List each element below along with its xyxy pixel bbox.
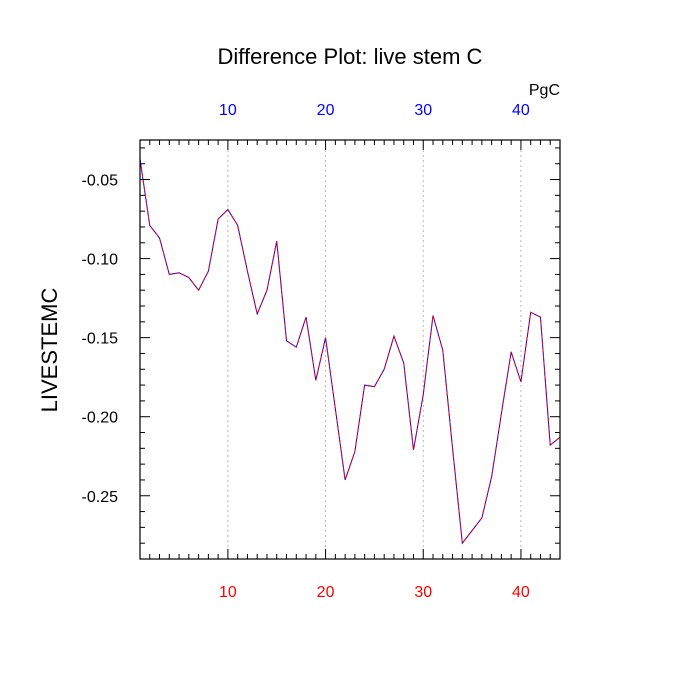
x-tick-label-top: 10 [219,102,237,119]
series-layer [139,158,561,545]
chart-title: Difference Plot: live stem C [218,44,483,69]
y-tick-label: -0.05 [82,173,119,190]
tick-layer [139,140,561,559]
series-line-overlay [139,158,561,545]
top-axis-unit-label: PgC [529,82,560,99]
y-tick-label: -0.25 [82,489,119,506]
x-tick-label-top: 20 [317,102,335,119]
series-line [139,158,561,545]
y-tick-label: -0.15 [82,331,119,348]
plot-frame [139,139,561,560]
x-tick-label-bottom: 30 [414,584,432,601]
x-tick-label-top: 30 [414,102,432,119]
grid-layer [227,140,522,559]
tick-label-layer: 10 20 30 40 10 20 30 40 -0.05 -0.10 -0.15 -0.20 -0.2… [82,102,530,601]
x-tick-label-top: 40 [512,102,530,119]
y-tick-label: -0.20 [82,410,119,427]
x-tick-label-bottom: 10 [219,584,237,601]
x-tick-label-bottom: 40 [512,584,530,601]
y-tick-label: -0.10 [82,252,119,269]
y-axis-label: LIVESTEMC [37,288,62,413]
x-tick-label-bottom: 20 [317,584,335,601]
